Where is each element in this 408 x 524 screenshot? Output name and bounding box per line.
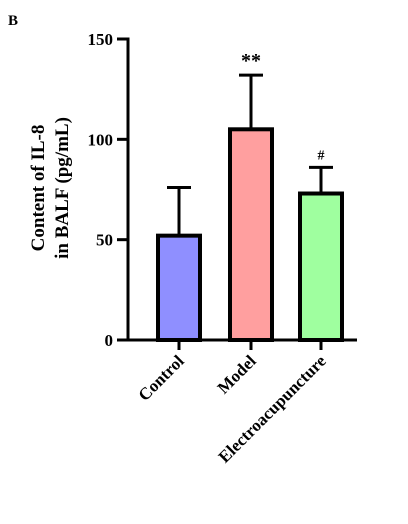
x-tick-label: Model <box>214 351 260 397</box>
y-axis-title: Content of IL-8 in BALF (pg/mL) <box>28 117 73 259</box>
bar-model <box>228 127 274 342</box>
y-tick-label: 50 <box>96 231 113 250</box>
x-tick-label: Control <box>135 351 188 404</box>
panel-label: B <box>8 13 18 29</box>
y-axis-title-line-2: in BALF (pg/mL) <box>52 117 73 259</box>
significance-annotation: # <box>318 148 325 163</box>
y-axis-title-line-1: Content of IL-8 <box>28 125 49 252</box>
bar-control <box>156 233 202 342</box>
y-tick-label: 100 <box>88 130 114 149</box>
plot-area: 050100150Control**Model#Electroacupunctu… <box>88 30 357 467</box>
significance-annotation: ** <box>241 50 261 72</box>
y-tick-label: 150 <box>88 30 114 49</box>
y-tick-label: 0 <box>105 331 114 350</box>
bar-electroacupuncture <box>298 191 344 342</box>
